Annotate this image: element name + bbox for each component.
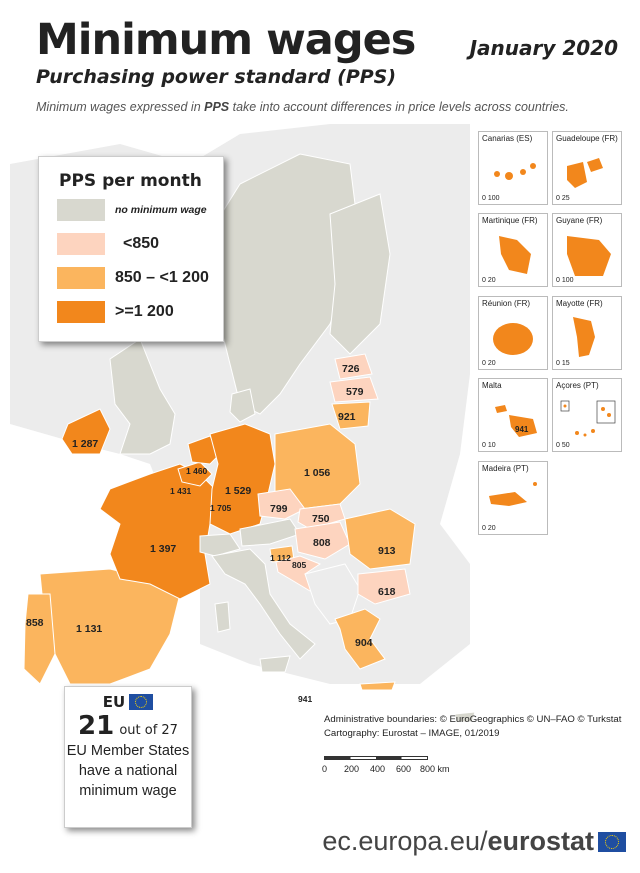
value-luxembourg: 1 705: [210, 503, 232, 513]
greece: [334, 608, 386, 670]
legend-label-low: <850: [123, 235, 160, 252]
legend-label-none: no minimum wage: [115, 204, 207, 216]
eu-count: 21: [78, 711, 115, 741]
svg-text:941: 941: [515, 425, 529, 434]
italy: [211, 548, 316, 660]
eu-count-suffix: out of 27: [119, 723, 178, 738]
scandinavia: [189, 153, 361, 415]
credits-cartography: Cartography: Eurostat – IMAGE, 01/2019: [324, 728, 500, 739]
belgium: [177, 461, 213, 487]
scale-tick-800: 800 km: [420, 764, 450, 774]
value-lithuania: 921: [338, 411, 356, 423]
inset-canarias: Canarias (ES) 0 100: [478, 131, 548, 205]
value-romania: 913: [378, 545, 396, 557]
eu-line-2: have a national: [78, 763, 178, 779]
inset-acores: Açores (PT) 0 50: [552, 378, 622, 452]
credits-boundaries: Administrative boundaries: © EuroGeograp…: [324, 714, 622, 725]
value-slovenia: 1 112: [270, 553, 291, 563]
credits: Administrative boundaries: © EuroGeograp…: [324, 713, 621, 741]
romania: [344, 508, 416, 570]
value-ireland: 1 287: [72, 438, 98, 450]
footer-url[interactable]: ec.europa.eu/eurostat: [322, 826, 594, 856]
inset-madeira: Madeira (PT) 0 20: [478, 461, 548, 535]
denmark: [229, 388, 256, 423]
value-latvia: 579: [346, 386, 364, 398]
inset-martinique: Martinique (FR) 0 20: [478, 213, 548, 287]
value-france: 1 397: [150, 543, 176, 555]
finland: [329, 193, 391, 355]
inset-guadeloupe: Guadeloupe (FR) 0 25: [552, 131, 622, 205]
estonia: [334, 353, 373, 380]
scale-tick-400: 400: [370, 764, 386, 774]
inset-reunion: Réunion (FR) 0 20: [478, 296, 548, 370]
value-slovakia: 750: [312, 513, 330, 525]
value-germany: 1 529: [225, 485, 251, 497]
inset-guyane: Guyane (FR) 0 100: [552, 213, 622, 287]
legend-swatch-none: [57, 199, 105, 221]
value-malta-main: 941: [298, 694, 312, 704]
value-czechia: 799: [270, 503, 288, 515]
legend-swatch-low: [57, 233, 105, 255]
inset-mayotte: Mayotte (FR) 0 15: [552, 296, 622, 370]
legend-title: PPS per month: [59, 171, 202, 191]
cyprus: [454, 711, 476, 723]
eu-flag-footer-icon: [598, 832, 626, 852]
value-poland: 1 056: [304, 467, 330, 479]
ireland: [61, 408, 111, 455]
legend-label-mid: 850 – <1 200: [115, 269, 209, 286]
switzerland: [199, 533, 241, 557]
legend-label-high: >=1 200: [115, 303, 174, 320]
portugal: [23, 593, 56, 685]
value-hungary: 808: [313, 537, 331, 549]
value-croatia: 805: [292, 560, 306, 570]
eu-flag-icon: [129, 694, 154, 710]
crete: [359, 681, 396, 691]
scale-tick-600: 600: [396, 764, 412, 774]
austria: [239, 518, 301, 547]
page-title: Minimum wages: [36, 15, 416, 65]
eu-summary-box: EU 21 out of 27 EU Member States have a …: [64, 686, 192, 828]
scale-tick-0: 0: [322, 764, 328, 774]
value-estonia: 726: [342, 363, 360, 375]
sardinia: [214, 601, 231, 633]
scale-tick-200: 200: [344, 764, 360, 774]
hungary: [294, 521, 351, 560]
inset-malta: Malta 0 10 941: [478, 378, 548, 452]
value-netherlands: 1 460: [186, 466, 208, 476]
bulgaria: [357, 568, 411, 605]
uk-land: [109, 338, 176, 455]
value-bulgaria: 618: [378, 586, 396, 598]
date-label: January 2020: [469, 36, 618, 60]
eu-line-1: EU Member States: [66, 743, 190, 759]
lithuania: [331, 401, 371, 430]
page-subtitle: Purchasing power standard (PPS): [36, 66, 397, 88]
sicily: [259, 655, 291, 673]
value-belgium: 1 431: [170, 486, 192, 496]
eu-line-3: minimum wage: [79, 783, 177, 799]
value-greece: 904: [355, 637, 373, 649]
legend-swatch-mid: [57, 267, 105, 289]
value-portugal: 858: [26, 617, 44, 629]
czechia: [257, 488, 306, 520]
legend-swatch-high: [57, 301, 105, 323]
eu-label: EU: [102, 693, 126, 711]
scale-bar: 0 200 400 600 800 km: [322, 750, 450, 780]
legend: PPS per month no minimum wage <850 850 –…: [38, 156, 224, 342]
latvia: [329, 376, 379, 403]
description: Minimum wages expressed in PPS take into…: [36, 100, 569, 114]
value-spain: 1 131: [76, 623, 102, 635]
